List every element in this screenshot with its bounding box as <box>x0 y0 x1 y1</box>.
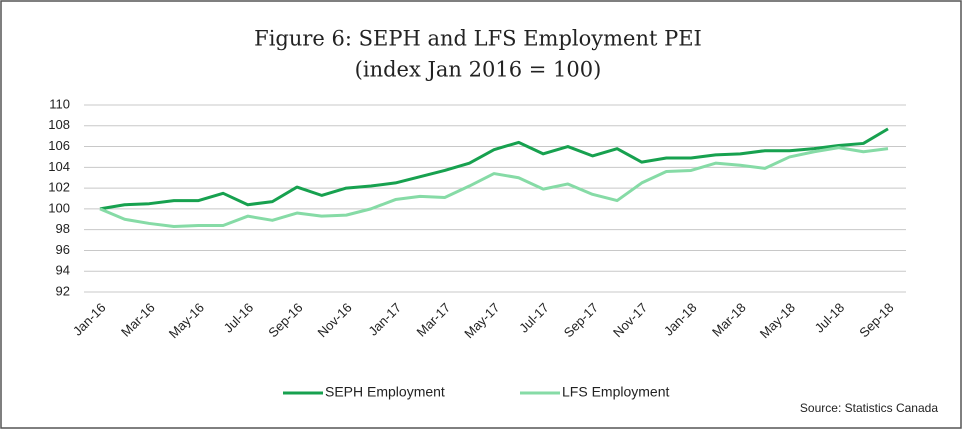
line-series <box>99 127 889 211</box>
y-tick-label: 94 <box>56 263 70 278</box>
y-tick-label: 100 <box>48 200 70 215</box>
y-tick-label: 108 <box>48 117 70 132</box>
y-tick-label: 102 <box>48 180 70 195</box>
chart-subtitle: (index Jan 2016 = 100) <box>355 58 602 82</box>
y-tick-label: 110 <box>49 96 70 111</box>
chart-title: Figure 6: SEPH and LFS Employment PEI <box>254 27 702 51</box>
legend-label: SEPH Employment <box>325 384 445 400</box>
y-tick-label: 106 <box>48 138 70 153</box>
source-note: Source: Statistics Canada <box>800 401 938 415</box>
y-tick-label: 92 <box>56 283 70 298</box>
y-tick-label: 96 <box>56 242 70 257</box>
legend-label: LFS Employment <box>562 384 669 400</box>
y-tick-label: 98 <box>56 221 70 236</box>
y-tick-label: 104 <box>48 159 70 174</box>
line-series <box>99 146 889 229</box>
